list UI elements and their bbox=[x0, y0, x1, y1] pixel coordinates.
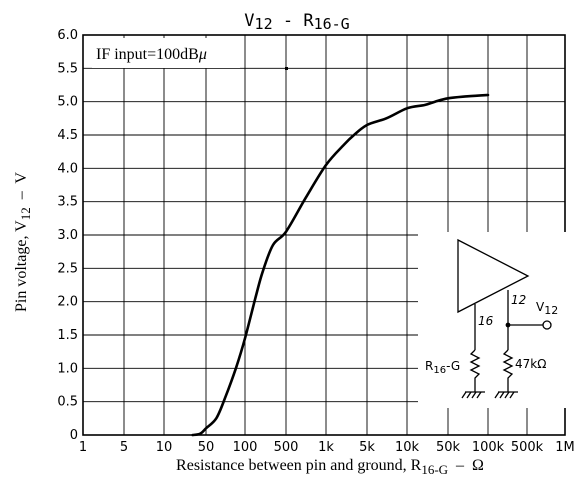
y-tick-label: 4.0 bbox=[57, 161, 78, 176]
x-tick-label: 5 bbox=[120, 440, 128, 455]
x-tick-label: 500k bbox=[511, 440, 544, 455]
x-tick-label: 10 bbox=[156, 440, 173, 455]
chart-title: V12 - R16-G bbox=[244, 11, 349, 33]
y-tick-labels: 0 0.5 1.0 1.5 2.0 2.5 3.0 3.5 4.0 4.5 5.0 5.5 6.0 bbox=[57, 28, 78, 443]
r16g-sub: 16 bbox=[433, 365, 446, 376]
x-tick-label: 100 bbox=[233, 440, 258, 455]
title-r: R bbox=[303, 11, 314, 31]
r16g-r: R bbox=[425, 359, 433, 373]
circuit-schematic: 16 12 V12 R16-G 47kΩ bbox=[418, 232, 574, 408]
x-tick-label: 1k bbox=[318, 440, 334, 455]
x-tick-labels: 1 5 10 50 100 500 1k 5k 10k 50k 100k 500k 1M bbox=[79, 440, 575, 455]
annotation-text: IF input=100dBμ bbox=[96, 46, 207, 63]
ylabel-unit: – V bbox=[13, 172, 30, 208]
series-line bbox=[191, 93, 490, 437]
r16g-label: R16-G bbox=[425, 359, 460, 376]
y-tick-label: 1.5 bbox=[57, 328, 78, 343]
y-tick-label: 5.0 bbox=[57, 95, 78, 110]
ylabel-main: Pin voltage, V bbox=[13, 220, 30, 312]
y-tick-label: 2.5 bbox=[57, 261, 78, 276]
r47k-label: 47kΩ bbox=[515, 357, 546, 371]
x-axis-label: Resistance between pin and ground, R16-G… bbox=[176, 457, 484, 477]
title-v: V bbox=[244, 11, 254, 31]
title-dash: - bbox=[273, 11, 304, 31]
x-tick-label: 5k bbox=[359, 440, 375, 455]
y-tick-label: 0.5 bbox=[57, 395, 78, 410]
resistor-r16g bbox=[469, 349, 481, 392]
x-tick-label: 10k bbox=[395, 440, 420, 455]
y-tick-label: 6.0 bbox=[57, 28, 78, 43]
y-tick-label: 4.5 bbox=[57, 128, 78, 143]
pin12-label: 12 bbox=[511, 293, 526, 307]
x-tick-label: 50 bbox=[198, 440, 215, 455]
y-tick-label: 1.0 bbox=[57, 361, 78, 376]
pin16-label: 16 bbox=[478, 314, 494, 328]
x-tick-label: 100k bbox=[472, 440, 505, 455]
title-v-sub: 12 bbox=[255, 15, 273, 33]
y-tick-label: 0 bbox=[70, 428, 78, 443]
r16g-suffix: -G bbox=[446, 359, 460, 373]
annotation-main: IF input=100dB bbox=[96, 46, 199, 63]
x-tick-label: 50k bbox=[436, 440, 461, 455]
annotation-box: IF input=100dBμ bbox=[92, 38, 240, 68]
resistor-47k bbox=[502, 349, 514, 392]
amplifier-triangle bbox=[457, 238, 530, 314]
output-terminal bbox=[542, 320, 552, 330]
xlabel-unit: – Ω bbox=[448, 457, 484, 474]
output-v-label: V12 bbox=[536, 300, 558, 317]
xlabel-sub: 16-G bbox=[421, 462, 448, 477]
title-r-sub: 16-G bbox=[314, 15, 350, 33]
out-v-sub: 12 bbox=[544, 304, 558, 317]
y-tick-label: 5.5 bbox=[57, 61, 78, 76]
dot-mark bbox=[285, 67, 288, 70]
x-tick-label: 1 bbox=[79, 440, 87, 455]
y-axis-label: Pin voltage, V12 – V bbox=[13, 172, 33, 312]
series-layer bbox=[191, 93, 490, 437]
x-tick-label: 500 bbox=[274, 440, 299, 455]
ylabel-sub: 12 bbox=[18, 207, 33, 220]
y-tick-label: 3.5 bbox=[57, 195, 78, 210]
y-tick-label: 2.0 bbox=[57, 295, 78, 310]
y-tick-label: 3.0 bbox=[57, 228, 78, 243]
annotation-unit: μ bbox=[198, 46, 207, 63]
x-tick-label: 1M bbox=[555, 440, 575, 455]
xlabel-main: Resistance between pin and ground, R bbox=[176, 457, 422, 474]
out-v: V bbox=[536, 300, 545, 314]
